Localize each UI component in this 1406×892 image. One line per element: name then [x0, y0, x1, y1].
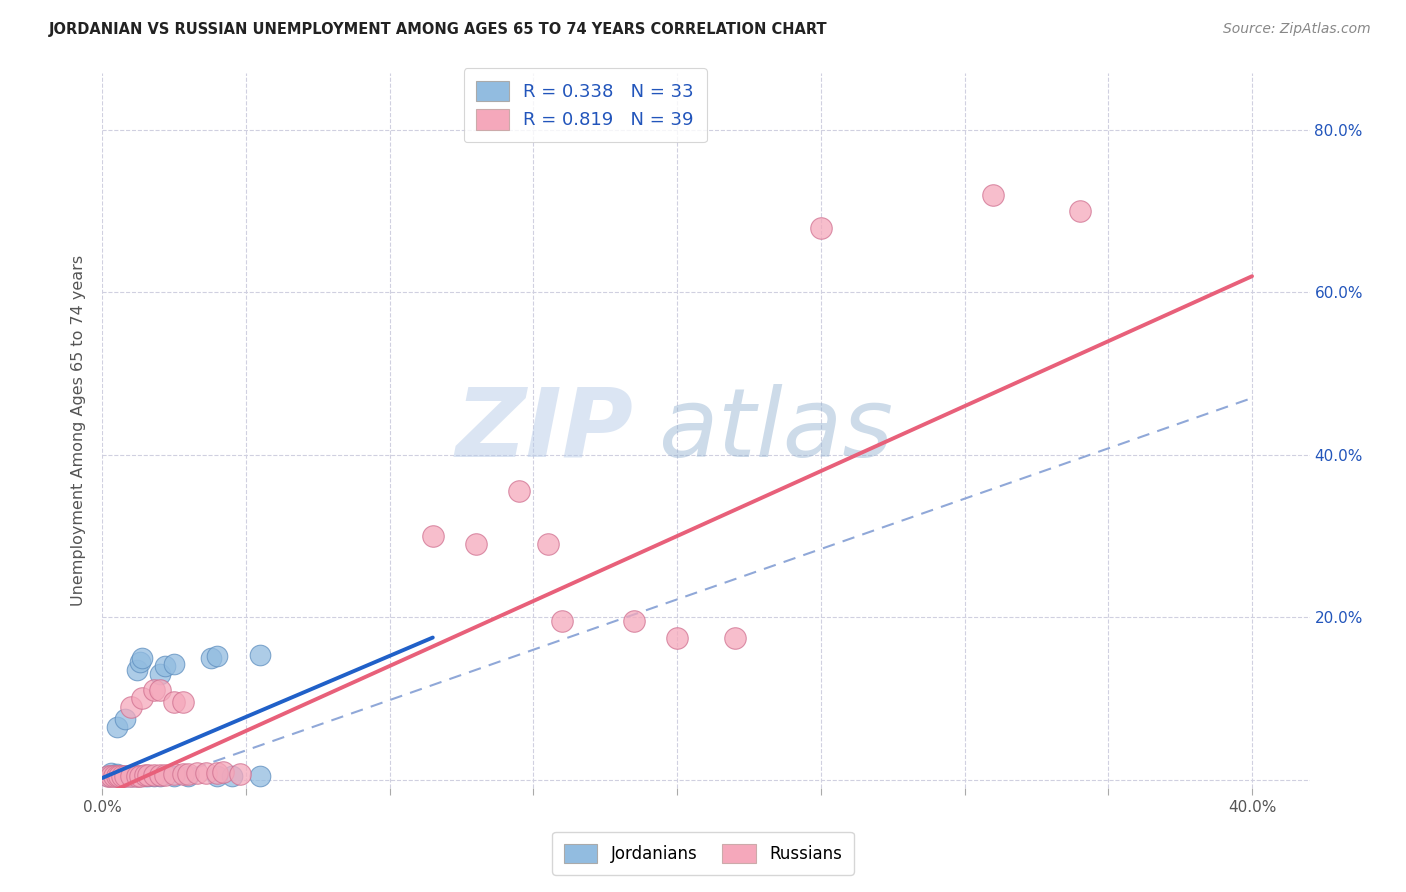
Point: [97, 769, 120, 783]
Text: JORDANIAN VS RUSSIAN UNEMPLOYMENT AMONG AGES 65 TO 74 YEARS CORRELATION CHART: JORDANIAN VS RUSSIAN UNEMPLOYMENT AMONG …: [49, 22, 828, 37]
Point: [100, 768, 122, 782]
Point: [103, 768, 125, 782]
Point: [200, 650, 222, 665]
Point: [149, 768, 172, 782]
Point: [108, 768, 131, 782]
Point: [212, 765, 235, 780]
Point: [105, 767, 128, 781]
Point: [163, 696, 186, 710]
Point: [120, 768, 142, 782]
Point: [125, 768, 148, 782]
Point: [221, 768, 243, 782]
Point: [114, 768, 136, 782]
Point: [149, 683, 172, 698]
Point: [249, 768, 271, 782]
Legend: R = 0.338   N = 33, R = 0.819   N = 39: R = 0.338 N = 33, R = 0.819 N = 39: [464, 68, 707, 142]
Point: [205, 766, 228, 780]
Point: [100, 766, 122, 780]
Point: [97, 768, 120, 782]
Point: [177, 768, 200, 782]
Point: [142, 768, 165, 782]
Point: [155, 768, 177, 782]
Point: [422, 529, 444, 543]
Point: [103, 768, 125, 782]
Point: [551, 615, 574, 629]
Point: [149, 667, 172, 681]
Text: Source: ZipAtlas.com: Source: ZipAtlas.com: [1223, 22, 1371, 37]
Point: [464, 537, 486, 551]
Point: [114, 712, 136, 726]
Point: [149, 768, 172, 782]
Point: [155, 659, 177, 673]
Legend: Jordanians, Russians: Jordanians, Russians: [553, 832, 853, 875]
Point: [205, 649, 228, 664]
Point: [131, 650, 153, 665]
Point: [666, 631, 689, 645]
Point: [172, 696, 194, 710]
Point: [120, 768, 142, 782]
Point: [125, 768, 148, 782]
Point: [122, 768, 145, 782]
Point: [108, 768, 131, 782]
Point: [172, 767, 194, 781]
Point: [136, 768, 159, 782]
Point: [142, 683, 165, 698]
Point: [131, 691, 153, 706]
Point: [111, 768, 134, 782]
Point: [163, 768, 186, 782]
Point: [105, 720, 128, 734]
Point: [537, 537, 560, 551]
Point: [136, 768, 159, 782]
Point: [134, 768, 156, 782]
Point: [623, 615, 645, 629]
Y-axis label: Unemployment Among Ages 65 to 74 years: Unemployment Among Ages 65 to 74 years: [72, 255, 86, 606]
Point: [134, 768, 156, 782]
Point: [723, 631, 745, 645]
Point: [1069, 204, 1091, 219]
Point: [120, 699, 142, 714]
Point: [810, 220, 832, 235]
Point: [117, 768, 139, 782]
Point: [194, 766, 217, 780]
Point: [111, 768, 134, 782]
Point: [128, 768, 150, 782]
Point: [508, 484, 530, 499]
Point: [229, 767, 252, 781]
Point: [105, 769, 128, 783]
Text: ZIP: ZIP: [456, 384, 634, 477]
Point: [105, 768, 128, 782]
Point: [186, 766, 208, 780]
Point: [981, 188, 1004, 202]
Point: [114, 769, 136, 783]
Text: atlas: atlas: [658, 384, 893, 477]
Point: [128, 769, 150, 783]
Point: [142, 768, 165, 782]
Point: [205, 768, 228, 782]
Point: [125, 663, 148, 677]
Point: [249, 648, 271, 663]
Point: [163, 767, 186, 781]
Point: [128, 655, 150, 669]
Point: [163, 657, 186, 672]
Point: [177, 767, 200, 781]
